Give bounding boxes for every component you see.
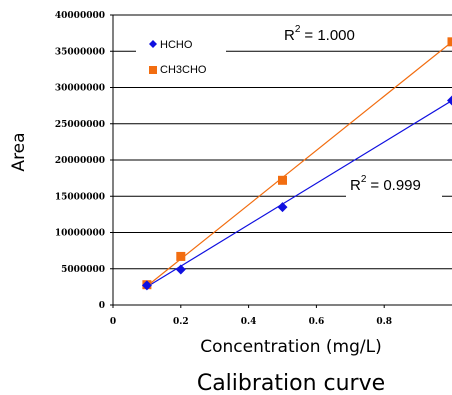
- x-tick-label-1: 0.2: [173, 317, 189, 327]
- y-tick-label-5: 25000000: [55, 120, 105, 130]
- legend-marker-ch3cho: [149, 66, 157, 74]
- y-axis-title: Area: [9, 132, 29, 171]
- trendline-ch3cho: [146, 41, 452, 287]
- y-tick-label-8: 40000000: [55, 11, 105, 21]
- point-ch3cho-2: [278, 175, 287, 185]
- y-tick-label-0: 0: [99, 301, 105, 311]
- point-ch3cho-3: [447, 37, 452, 47]
- point-hcho-1: [175, 264, 186, 275]
- r2-annotation-hcho: R2 = 0.999: [350, 174, 421, 194]
- y-tick-label-1: 5000000: [61, 265, 105, 275]
- point-hcho-3: [447, 95, 452, 106]
- x-tick-label-4: 0.8: [376, 317, 392, 327]
- r2-hcho-bg: [346, 170, 442, 198]
- r2-ch3cho-bg: [278, 18, 376, 48]
- x-tick-labels: 0 0.2 0.4 0.6 0.8: [110, 305, 392, 327]
- y-tick-labels: 0 5000000 10000000 15000000 20000000 25000000…: [55, 11, 113, 311]
- point-ch3cho-1: [176, 251, 186, 261]
- x-axis-title: Concentration (mg/L): [200, 337, 381, 357]
- y-tick-label-2: 10000000: [55, 229, 105, 239]
- x-tick-label-0: 0: [110, 317, 116, 327]
- legend-label-hcho: HCHO: [160, 39, 193, 51]
- point-hcho-2: [277, 202, 288, 213]
- chart-caption: Calibration curve: [197, 371, 385, 395]
- point-hcho-0: [141, 280, 152, 291]
- legend-label-ch3cho: CH3CHO: [160, 64, 207, 76]
- trendline-hcho: [146, 100, 452, 288]
- r2-annotation-ch3cho: R2 = 1.000: [284, 24, 355, 44]
- y-tick-label-4: 20000000: [55, 156, 105, 166]
- trendlines: [146, 41, 452, 288]
- x-tick-label-3: 0.6: [309, 317, 325, 327]
- x-tick-label-2: 0.4: [241, 317, 257, 327]
- data-points: [141, 37, 452, 291]
- y-tick-label-7: 35000000: [55, 47, 105, 57]
- legend-marker-hcho: [149, 40, 157, 48]
- y-tick-label-6: 30000000: [55, 84, 105, 94]
- y-tick-label-3: 15000000: [55, 192, 105, 202]
